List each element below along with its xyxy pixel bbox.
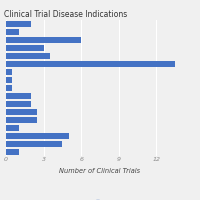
Bar: [6, 61, 175, 67]
Bar: [6, 93, 31, 99]
Text: Clinical Trial Disease Indications: Clinical Trial Disease Indications: [4, 10, 127, 19]
Bar: [6, 85, 12, 91]
Bar: [6, 101, 31, 107]
Bar: [6, 109, 37, 115]
Bar: [6, 29, 19, 35]
Bar: [6, 37, 81, 43]
Bar: [6, 53, 50, 59]
Bar: [6, 141, 62, 147]
Bar: [6, 45, 44, 51]
Bar: [6, 21, 31, 27]
Bar: [6, 149, 19, 155]
Bar: [6, 69, 12, 75]
Bar: [6, 117, 37, 123]
Bar: [6, 133, 69, 139]
X-axis label: Number of Clinical Trials: Number of Clinical Trials: [59, 168, 141, 174]
Bar: [6, 77, 12, 83]
Bar: [6, 125, 19, 131]
